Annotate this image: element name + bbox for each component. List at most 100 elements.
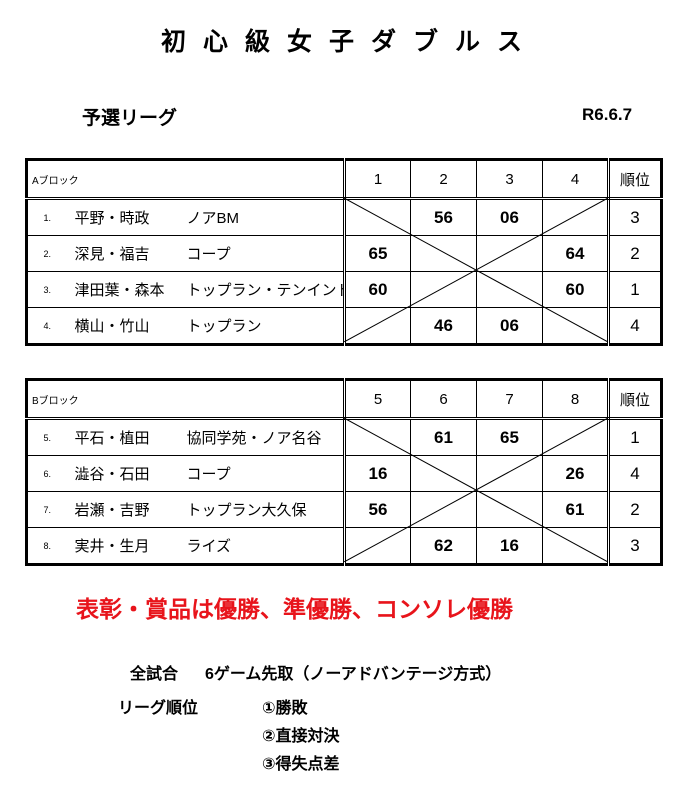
block-label: Aブロック	[26, 159, 346, 200]
table-row: 2. 深見・福吉 コープ 65 64 2	[26, 235, 662, 272]
player-names: 深見・福吉	[66, 235, 187, 272]
rank-cell: 3	[607, 527, 662, 565]
score-cell	[476, 271, 543, 308]
entry-number: 1.	[26, 198, 67, 236]
block-label: Bブロック	[26, 379, 346, 420]
rank-cell: 2	[607, 235, 662, 272]
award-note: 表彰・賞品は優勝、準優勝、コンソレ優勝	[76, 596, 513, 622]
player-names: 横山・竹山	[66, 307, 187, 345]
column-header: 7	[476, 379, 543, 420]
ranking-criterion: ②直接対決	[262, 728, 340, 745]
score-cell	[343, 418, 411, 456]
ranking-criterion: ①勝敗	[262, 700, 308, 717]
entry-number: 3.	[26, 271, 67, 308]
column-header: 6	[410, 379, 477, 420]
column-header: 3	[476, 159, 543, 200]
club-name: トップラン大久保	[186, 491, 346, 528]
score-cell: 26	[542, 455, 610, 492]
score-cell: 16	[476, 527, 543, 565]
match-format: 6ゲーム先取（ノーアドバンテージ方式）	[205, 666, 502, 683]
score-cell	[542, 307, 610, 345]
score-cell: 46	[410, 307, 477, 345]
score-cell	[410, 271, 477, 308]
entry-number: 5.	[26, 418, 67, 456]
score-cell	[542, 527, 610, 565]
score-cell	[542, 198, 610, 236]
league-table: Aブロック 1 2 3 4 順位 1. 平野・時政 ノアBM 56 06 3 2. 深見・福吉 コープ 65 6…	[25, 158, 663, 346]
club-name: ノアBM	[186, 198, 346, 236]
score-cell	[410, 491, 477, 528]
club-name: トップラン	[186, 307, 346, 345]
score-cell: 06	[476, 198, 543, 236]
table-row: 1. 平野・時政 ノアBM 56 06 3	[26, 198, 662, 236]
player-names: 実井・生月	[66, 527, 187, 565]
score-cell: 61	[542, 491, 610, 528]
score-cell: 61	[410, 418, 477, 456]
entry-number: 7.	[26, 491, 67, 528]
entry-number: 8.	[26, 527, 67, 565]
rank-header: 順位	[607, 379, 662, 420]
club-name: コープ	[186, 455, 346, 492]
score-cell: 60	[343, 271, 411, 308]
rank-cell: 4	[607, 455, 662, 492]
score-cell: 65	[476, 418, 543, 456]
score-cell: 56	[410, 198, 477, 236]
player-names: 津田葉・森本	[66, 271, 187, 308]
table-row: 4. 横山・竹山 トップラン 46 06 4	[26, 307, 662, 345]
table-row: 8. 実井・生月 ライズ 62 16 3	[26, 527, 662, 565]
table-row: 3. 津田葉・森本 トップラン・テンインド 60 60 1	[26, 271, 662, 308]
column-header: 5	[343, 379, 411, 420]
rank-cell: 1	[607, 271, 662, 308]
score-cell	[476, 235, 543, 272]
player-names: 平野・時政	[66, 198, 187, 236]
entry-number: 6.	[26, 455, 67, 492]
score-cell	[476, 491, 543, 528]
block-a-table: Aブロック 1 2 3 4 順位 1. 平野・時政 ノアBM 56 06 3 2. 深見・福吉 コープ 65 6…	[25, 158, 663, 346]
column-header: 2	[410, 159, 477, 200]
header-row: Bブロック 5 6 7 8 順位	[26, 379, 662, 420]
date: R6.6.7	[582, 105, 633, 124]
score-cell	[343, 527, 411, 565]
column-header: 1	[343, 159, 411, 200]
entry-number: 4.	[26, 307, 67, 345]
rank-cell: 1	[607, 418, 662, 456]
table-row: 5. 平石・植田 協同学苑・ノア名谷 61 65 1	[26, 418, 662, 456]
score-cell	[410, 235, 477, 272]
score-cell	[343, 307, 411, 345]
club-name: コープ	[186, 235, 346, 272]
score-cell	[343, 198, 411, 236]
ranking-label: リーグ順位	[118, 700, 199, 717]
club-name: 協同学苑・ノア名谷	[186, 418, 346, 456]
column-header: 8	[542, 379, 610, 420]
rank-cell: 3	[607, 198, 662, 236]
ranking-criterion: ③得失点差	[262, 756, 340, 773]
table-row: 7. 岩瀬・吉野 トップラン大久保 56 61 2	[26, 491, 662, 528]
block-b-table: Bブロック 5 6 7 8 順位 5. 平石・植田 協同学苑・ノア名谷 61 65 1 6. 澁谷・石田コ…	[25, 378, 663, 566]
score-cell: 16	[343, 455, 411, 492]
rank-header: 順位	[607, 159, 662, 200]
rank-cell: 2	[607, 491, 662, 528]
entry-number: 2.	[26, 235, 67, 272]
score-cell	[542, 418, 610, 456]
page-title: 初心級女子ダブルス	[160, 28, 539, 56]
score-cell: 60	[542, 271, 610, 308]
score-cell: 06	[476, 307, 543, 345]
rank-cell: 4	[607, 307, 662, 345]
player-names: 澁谷・石田	[66, 455, 187, 492]
score-cell: 62	[410, 527, 477, 565]
player-names: 岩瀬・吉野	[66, 491, 187, 528]
player-names: 平石・植田	[66, 418, 187, 456]
score-cell: 65	[343, 235, 411, 272]
subtitle: 予選リーグ	[82, 108, 178, 129]
table-row: 6. 澁谷・石田 コープ 16 26 4	[26, 455, 662, 492]
club-name: トップラン・テンインド	[186, 271, 346, 308]
header-row: Aブロック 1 2 3 4 順位	[26, 159, 662, 200]
score-cell: 64	[542, 235, 610, 272]
column-header: 4	[542, 159, 610, 200]
score-cell	[476, 455, 543, 492]
league-table: Bブロック 5 6 7 8 順位 5. 平石・植田 協同学苑・ノア名谷 61 65 1 6. 澁谷・石田コ…	[25, 378, 663, 566]
score-cell: 56	[343, 491, 411, 528]
club-name: ライズ	[186, 527, 346, 565]
score-cell	[410, 455, 477, 492]
match-label: 全試合	[130, 666, 179, 683]
